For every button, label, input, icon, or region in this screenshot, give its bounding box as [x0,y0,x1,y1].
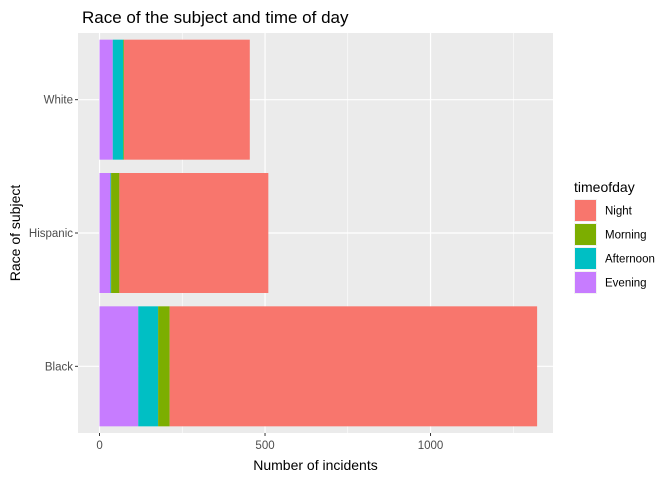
legend: timeofday Night Morning Afternoon Evening [574,179,655,294]
x-axis-label: Number of incidents [253,457,378,473]
legend-swatch-night [575,200,596,221]
legend-label-morning: Morning [605,230,647,242]
legend-label-evening: Evening [605,278,647,290]
y-axis-label: Race of subject [7,185,23,282]
x-axis-ticks: 0 500 1000 [96,433,443,452]
legend-swatch-morning [575,224,596,245]
bar-hispanic-night [119,173,269,293]
legend-label-night: Night [605,206,633,218]
bar-black-evening [99,306,139,427]
bar-hispanic-morning [111,173,120,293]
legend-items: Night Morning Afternoon Evening [574,199,655,294]
y-axis-ticks: White Hispanic Black [29,95,78,373]
legend-title: timeofday [574,179,635,195]
bar-white-afternoon [112,39,124,160]
bar-white-morning [123,39,125,160]
bar-white-night [124,39,250,160]
x-tick-label: 1000 [418,440,444,452]
legend-swatch-evening [575,272,596,293]
bar-black-morning [158,306,170,427]
x-tick-label: 500 [255,440,274,452]
legend-swatch-afternoon [575,248,596,269]
x-tick-label: 0 [96,440,102,452]
y-tick-label: Black [45,361,73,373]
bar-white-evening [99,39,113,160]
bars [99,39,538,427]
bar-hispanic-afternoon [110,173,112,293]
legend-label-afternoon: Afternoon [605,254,655,266]
chart-title: Race of the subject and time of day [82,8,349,27]
bar-hispanic-evening [99,173,111,293]
bar-black-night [169,306,538,427]
y-tick-label: Hispanic [29,228,73,240]
y-tick-label: White [44,95,73,107]
bar-black-afternoon [138,306,159,427]
